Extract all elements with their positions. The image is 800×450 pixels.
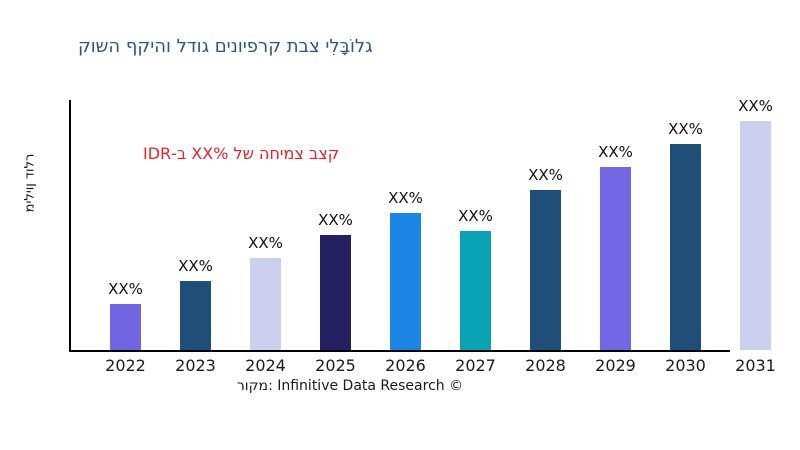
bar-2030 — [670, 144, 701, 350]
bar-2029 — [600, 167, 631, 350]
x-axis-line — [69, 350, 730, 352]
x-tick-label-2030: 2030 — [665, 356, 706, 375]
growth-annotation-prefix: קצב צמיחה של — [233, 144, 340, 163]
growth-annotation-suffix: ב-IDR — [143, 144, 187, 163]
bar-2022 — [110, 304, 141, 350]
y-axis-line — [69, 100, 71, 352]
x-tick-label-2027: 2027 — [455, 356, 496, 375]
y-axis-label: מיליון דולר — [22, 153, 38, 213]
x-tick-label-2022: 2022 — [105, 356, 146, 375]
x-tick-label-2028: 2028 — [525, 356, 566, 375]
x-tick-label-2024: 2024 — [245, 356, 286, 375]
growth-annotation-value: XX% — [191, 144, 229, 163]
bar-2023 — [180, 281, 211, 350]
bar-value-label-2022: XX% — [108, 280, 143, 298]
bar-value-label-2028: XX% — [528, 166, 563, 184]
bar-value-label-2024: XX% — [248, 234, 283, 252]
bar-value-label-2027: XX% — [458, 207, 493, 225]
bar-value-label-2026: XX% — [388, 189, 423, 207]
bar-2028 — [530, 190, 561, 350]
x-tick-label-2026: 2026 — [385, 356, 426, 375]
bar-value-label-2025: XX% — [318, 211, 353, 229]
bar-2025 — [320, 235, 351, 350]
bar-value-label-2023: XX% — [178, 257, 213, 275]
x-tick-label-2029: 2029 — [595, 356, 636, 375]
bar-value-label-2031: XX% — [738, 97, 773, 115]
bar-2026 — [390, 213, 421, 350]
bar-2024 — [250, 258, 281, 350]
bar-value-label-2030: XX% — [668, 120, 703, 138]
x-tick-label-2023: 2023 — [175, 356, 216, 375]
x-tick-label-2025: 2025 — [315, 356, 356, 375]
growth-annotation: קצב צמיחה של XX% ב-IDR — [143, 144, 339, 163]
source-credit: מקור: Infinitive Data Research © — [236, 378, 464, 394]
bar-2031 — [740, 121, 771, 350]
chart-title: גלוֹבָּלִי צבת קרפיונים גודל והיקף השוק — [78, 36, 373, 57]
bar-value-label-2029: XX% — [598, 143, 633, 161]
bar-2027 — [460, 231, 491, 350]
x-tick-label-2031: 2031 — [735, 356, 776, 375]
